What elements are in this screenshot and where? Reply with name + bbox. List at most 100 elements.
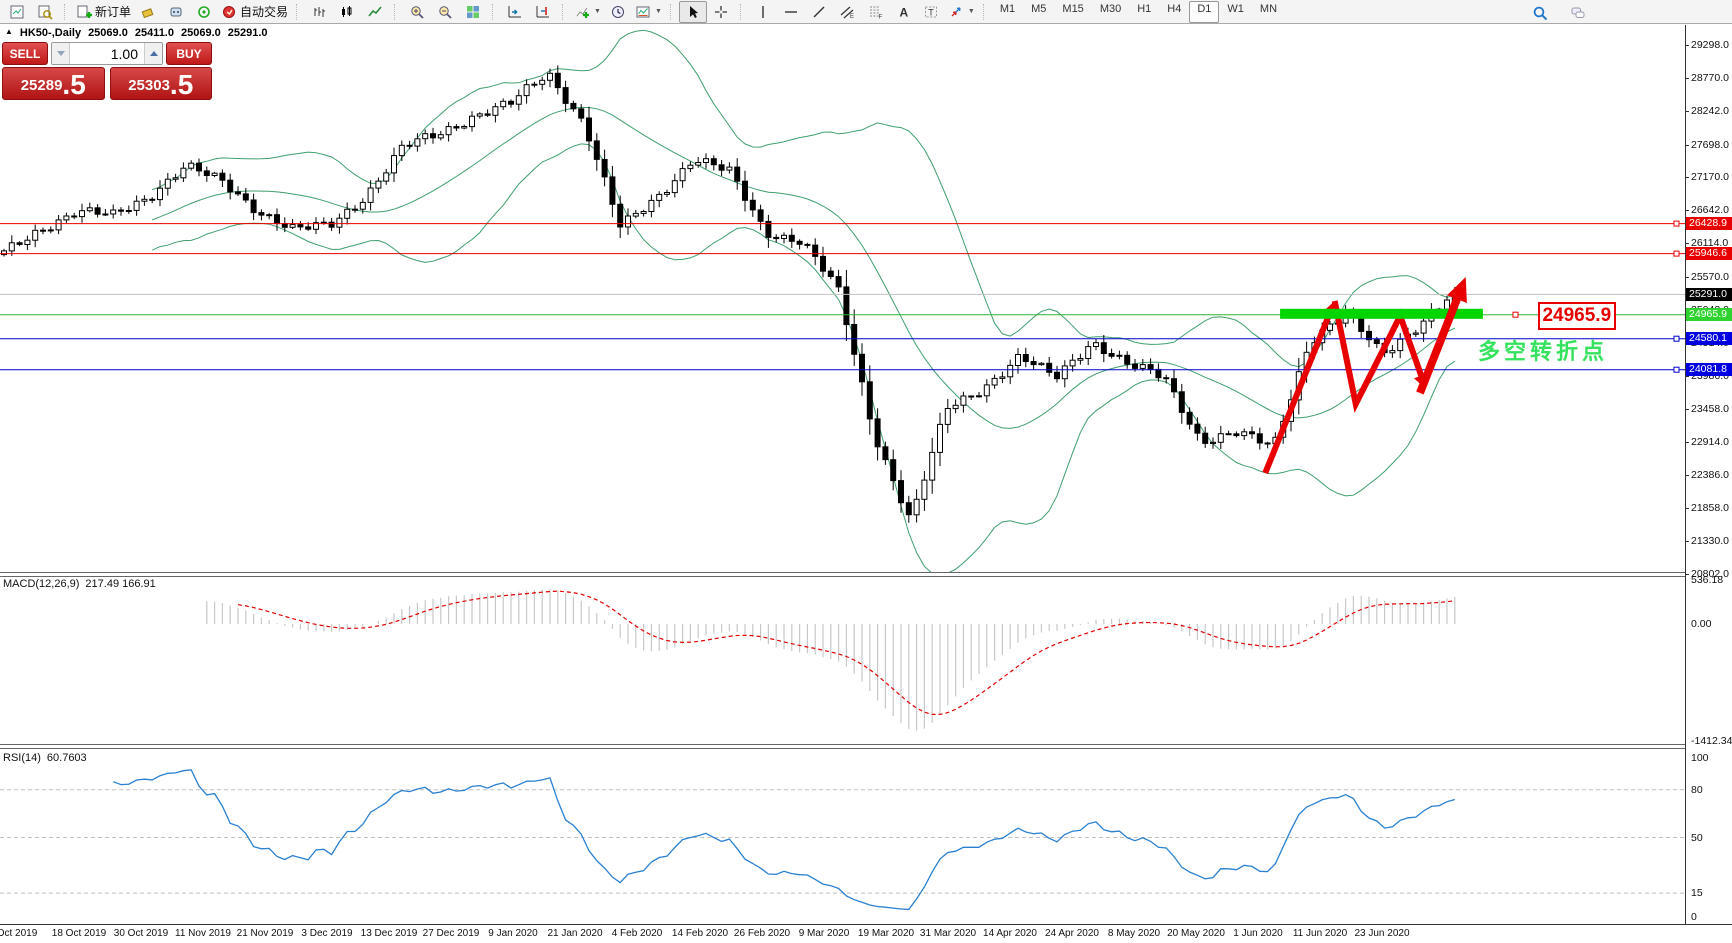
turning-point-label[interactable]: 多空转折点 bbox=[1478, 339, 1609, 364]
clock-icon[interactable] bbox=[604, 1, 632, 23]
macd-panel[interactable] bbox=[0, 576, 1685, 744]
date-tick-label: 26 Feb 2020 bbox=[733, 928, 791, 939]
horizontal-lines[interactable] bbox=[0, 220, 1685, 373]
volume-decrease-button[interactable] bbox=[52, 43, 70, 64]
panel-separator[interactable] bbox=[0, 572, 1685, 577]
auto-trading-button[interactable]: 自动交易 bbox=[218, 1, 291, 23]
price-tick-mark bbox=[1685, 442, 1689, 443]
timeframe-mn-button[interactable]: MN bbox=[1259, 2, 1278, 15]
price-tick-mark bbox=[1685, 277, 1689, 278]
price-tick-label: 22914.0 bbox=[1691, 436, 1729, 448]
timeframe-w1-button[interactable]: W1 bbox=[1227, 2, 1244, 15]
text-label-icon[interactable]: T bbox=[917, 1, 945, 23]
tile-windows-icon[interactable] bbox=[459, 1, 487, 23]
modem-icon bbox=[170, 7, 182, 16]
text-label-icon: T bbox=[924, 6, 937, 17]
toolbar-separator bbox=[64, 3, 70, 20]
search-icon[interactable] bbox=[1526, 2, 1554, 24]
trendline-icon[interactable] bbox=[805, 1, 833, 23]
macd-tick-label: -1412.34 bbox=[1691, 735, 1732, 747]
symbol-period: HK50-,Daily bbox=[19, 27, 82, 39]
hline-icon[interactable] bbox=[777, 1, 805, 23]
price-callout[interactable]: 24965.9 bbox=[1537, 302, 1616, 330]
chart-line-icon bbox=[368, 6, 382, 16]
cursor-icon bbox=[689, 5, 698, 18]
date-tick-label: 23 Jun 2020 bbox=[1354, 928, 1410, 939]
date-tick-label: 21 Jan 2020 bbox=[547, 928, 603, 939]
chart-shift-icon[interactable] bbox=[529, 1, 557, 23]
fibonacci-icon[interactable]: F bbox=[861, 1, 889, 23]
auto-trading-label: 自动交易 bbox=[240, 5, 289, 19]
timeframe-m30-button[interactable]: M30 bbox=[1099, 2, 1122, 15]
rsi-tick-label: 80 bbox=[1691, 784, 1703, 796]
price-badge: 26428.9 bbox=[1686, 217, 1732, 230]
price-chart[interactable] bbox=[0, 25, 1685, 574]
date-tick-label: 27 Dec 2019 bbox=[422, 928, 480, 939]
chart-bars-icon[interactable] bbox=[305, 1, 333, 23]
chart-candles-icon[interactable] bbox=[333, 1, 361, 23]
trend-zigzag-arrows[interactable] bbox=[1262, 300, 1429, 475]
rsi-line bbox=[112, 769, 1455, 911]
resistance-zone-bar[interactable] bbox=[1280, 308, 1483, 319]
date-tick-label: 14 Apr 2020 bbox=[983, 928, 1037, 939]
price-tick-mark bbox=[1685, 210, 1689, 211]
zoom-out-icon[interactable] bbox=[431, 1, 459, 23]
chart-doc-icon[interactable] bbox=[3, 1, 31, 23]
profile-preview-icon[interactable] bbox=[31, 1, 59, 23]
search-icon bbox=[1533, 6, 1548, 21]
svg-text:A: A bbox=[899, 5, 908, 19]
hline-icon bbox=[784, 10, 797, 13]
timeframe-h4-button[interactable]: H4 bbox=[1167, 2, 1182, 15]
toolbar-right-group bbox=[1526, 2, 1592, 24]
zoom-in-icon[interactable] bbox=[403, 1, 431, 23]
vline-icon bbox=[762, 5, 764, 18]
rsi-label: RSI(14) 60.7603 bbox=[3, 752, 87, 764]
timeframe-m5-button[interactable]: M5 bbox=[1031, 2, 1047, 15]
rsi-panel[interactable] bbox=[0, 747, 1685, 924]
timeframe-m15-button[interactable]: M15 bbox=[1062, 2, 1084, 15]
panel-separator[interactable] bbox=[0, 744, 1685, 749]
eraser-icon[interactable] bbox=[134, 1, 162, 23]
callout-handle[interactable] bbox=[1512, 311, 1519, 318]
buy-button[interactable]: BUY bbox=[166, 42, 212, 65]
price-tick-label: 29298.0 bbox=[1691, 39, 1729, 51]
sell-price-display[interactable]: 25289 .5 bbox=[2, 67, 105, 100]
buy-price-display[interactable]: 25303 .5 bbox=[109, 67, 212, 100]
arrows-icon[interactable]: ▼ bbox=[945, 1, 978, 23]
timeframe-h1-button[interactable]: H1 bbox=[1137, 2, 1152, 15]
timeframe-d1-button[interactable]: D1 bbox=[1189, 0, 1220, 23]
webinar-icon[interactable] bbox=[190, 1, 218, 23]
text-icon[interactable]: A bbox=[889, 1, 917, 23]
date-tick-label: 13 Dec 2019 bbox=[360, 928, 418, 939]
price-tick-mark bbox=[1685, 541, 1689, 542]
svg-text:F: F bbox=[879, 14, 883, 20]
chart-line-icon[interactable] bbox=[361, 1, 389, 23]
time-axis[interactable]: Oct 2019 18 Oct 2019 30 Oct 2019 11 Nov 201… bbox=[0, 926, 1685, 942]
timeframe-m1-button[interactable]: M1 bbox=[999, 2, 1016, 15]
modem-icon[interactable] bbox=[162, 1, 190, 23]
date-tick-label: 4 Feb 2020 bbox=[611, 928, 663, 939]
breakout-arrow[interactable] bbox=[1416, 290, 1464, 395]
price-tick-mark bbox=[1685, 45, 1689, 46]
webinar-icon bbox=[198, 5, 210, 18]
eraser-icon bbox=[141, 7, 154, 18]
auto-scroll-icon[interactable] bbox=[501, 1, 529, 23]
volume-value[interactable]: 1.00 bbox=[110, 45, 138, 62]
toolbar-separator bbox=[982, 3, 989, 20]
new-order-button[interactable]: 新订单 bbox=[73, 1, 134, 23]
indicators-icon[interactable]: ▼ bbox=[571, 1, 604, 23]
clock-icon bbox=[611, 5, 624, 18]
chart-doc-icon bbox=[10, 5, 24, 18]
rsi-tick-label: 15 bbox=[1691, 887, 1703, 899]
cursor-icon[interactable] bbox=[678, 0, 707, 23]
price-tick-mark bbox=[1685, 376, 1689, 377]
chat-icon[interactable] bbox=[1564, 2, 1592, 24]
auto-scroll-icon bbox=[508, 5, 522, 17]
crosshair-icon[interactable] bbox=[707, 1, 735, 23]
channel-icon[interactable]: E bbox=[833, 1, 861, 23]
templates-icon[interactable]: ▼ bbox=[632, 1, 665, 23]
volume-increase-button[interactable] bbox=[144, 43, 162, 64]
sell-button[interactable]: SELL bbox=[2, 42, 48, 65]
candles-layer[interactable] bbox=[1, 65, 1458, 523]
vline-icon[interactable] bbox=[749, 1, 777, 23]
